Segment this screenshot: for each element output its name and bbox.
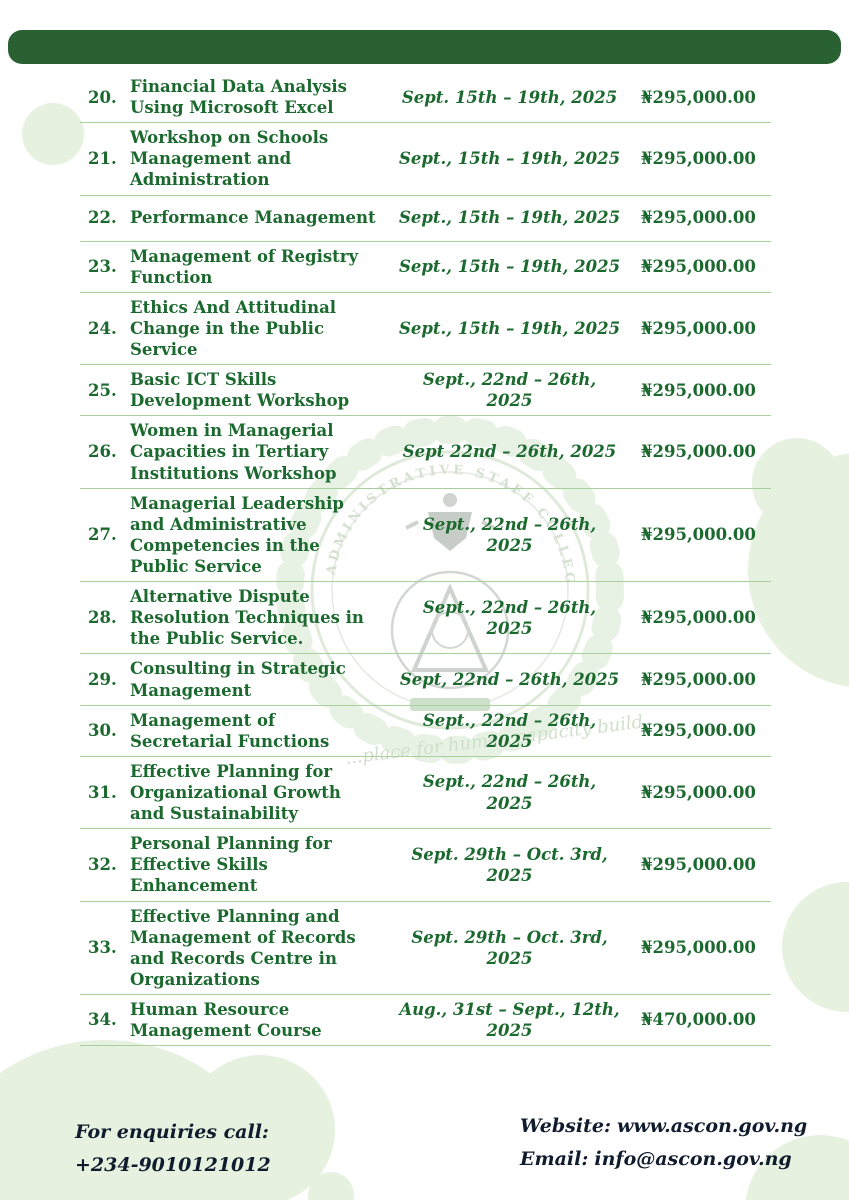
table-row: 31. Effective Planning for Organizationa…: [80, 757, 771, 830]
website-label: Website:: [520, 1115, 611, 1137]
course-fee: ₦295,000.00: [641, 149, 756, 169]
course-number: 25.: [88, 380, 117, 400]
table-row: 28. Alternative Dispute Resolution Techn…: [80, 582, 771, 655]
table-row: 22. Performance Management Sept., 15th –…: [80, 196, 771, 242]
phone-number: +234-9010121012: [75, 1154, 271, 1177]
course-title: Alternative Dispute Resolution Technique…: [130, 587, 364, 649]
course-fee: ₦295,000.00: [641, 938, 756, 958]
course-number: 31.: [88, 782, 117, 802]
table-row: 26. Women in Managerial Capacities in Te…: [80, 416, 771, 489]
email-line: Email: info@ascon.gov.ng: [520, 1143, 807, 1176]
course-number: 20.: [88, 87, 117, 107]
table-row: 32. Personal Planning for Effective Skil…: [80, 829, 771, 902]
course-number: 24.: [88, 318, 117, 338]
contact-block: Website: www.ascon.gov.ng Email: info@asco…: [520, 1110, 807, 1177]
email-link[interactable]: info@ascon.gov.ng: [594, 1148, 792, 1171]
course-dates: Aug., 31st – Sept., 12th, 2025: [399, 999, 620, 1041]
course-dates: Sept. 15th – 19th, 2025: [401, 87, 618, 107]
top-banner: [8, 30, 841, 64]
course-title: Women in Managerial Capacities in Tertia…: [130, 421, 337, 483]
course-number: 33.: [88, 938, 117, 958]
course-fee: ₦295,000.00: [641, 525, 756, 545]
course-number: 27.: [88, 525, 117, 545]
coat-of-arms-icon: [405, 493, 495, 551]
course-dates: Sept., 15th – 19th, 2025: [398, 149, 621, 169]
course-number: 23.: [88, 257, 117, 277]
course-dates: Sept., 22nd – 26th, 2025: [422, 772, 597, 813]
inner-emblem-icon: [390, 570, 510, 711]
course-dates: Sept. 29th – Oct. 3rd, 2025: [411, 927, 608, 968]
course-dates: Sept., 15th – 19th, 2025: [398, 257, 621, 277]
table-row: 20. Financial Data Analysis Using Micros…: [80, 72, 771, 124]
course-title: Consulting in Strategic Management: [130, 659, 346, 700]
course-dates: Sept., 22nd – 26th, 2025: [422, 514, 597, 555]
course-fee: ₦295,000.00: [641, 608, 756, 628]
course-fee: ₦295,000.00: [641, 318, 756, 338]
enquiries-block: For enquiries call: +234-9010121012: [75, 1116, 271, 1183]
course-fee: ₦470,000.00: [641, 1010, 756, 1030]
course-dates: Sept. 29th – Oct. 3rd, 2025: [411, 844, 608, 885]
course-number: 30.: [88, 721, 117, 741]
course-fee: ₦295,000.00: [641, 855, 756, 875]
decor-blob: [22, 103, 84, 165]
course-dates: Sept, 22nd – 26th, 2025: [399, 669, 620, 689]
course-fee: ₦295,000.00: [641, 442, 756, 462]
course-number: 34.: [88, 1010, 117, 1030]
table-row: 34. Human Resource Management Course Aug…: [80, 995, 771, 1047]
course-title: Workshop on Schools Management and Admin…: [130, 128, 329, 190]
course-dates: Sept 22nd – 26th, 2025: [402, 442, 617, 462]
decor-blob: [185, 1055, 335, 1200]
website-line: Website: www.ascon.gov.ng: [520, 1110, 807, 1143]
course-number: 29.: [88, 669, 117, 689]
course-dates: Sept., 22nd – 26th, 2025: [422, 597, 597, 638]
ascon-seal-watermark: ADMINISTRATIVE STAFF COLLEGE OF NIGERIA …: [258, 398, 642, 769]
table-row: 25. Basic ICT Skills Development Worksho…: [80, 365, 771, 417]
course-fee: ₦295,000.00: [641, 87, 756, 107]
decor-blob: [752, 438, 842, 528]
course-title: Basic ICT Skills Development Workshop: [130, 370, 350, 411]
course-number: 21.: [88, 149, 117, 169]
table-row: 23. Management of Registry Function Sept…: [80, 242, 771, 293]
course-number: 32.: [88, 855, 117, 875]
course-table: 20. Financial Data Analysis Using Micros…: [80, 72, 771, 1047]
table-row: 30. Management of Secretarial Functions …: [80, 706, 771, 757]
course-title: Effective Planning and Management of Rec…: [130, 906, 356, 989]
enquiries-label: For enquiries call:: [75, 1121, 269, 1143]
course-title: Effective Planning for Organizational Gr…: [130, 761, 341, 824]
website-link[interactable]: www.ascon.gov.ng: [616, 1115, 808, 1137]
table-row: 27. Managerial Leadership and Administra…: [80, 489, 771, 583]
decor-blob: [782, 882, 849, 1012]
course-number: 22.: [88, 208, 117, 228]
course-fee: ₦295,000.00: [641, 669, 756, 689]
course-title: Human Resource Management Course: [130, 999, 322, 1041]
course-dates: Sept., 15th – 19th, 2025: [398, 208, 621, 228]
course-number: 26.: [88, 442, 117, 462]
email-label: Email:: [520, 1148, 589, 1171]
table-row: 29. Consulting in Strategic Management S…: [80, 654, 771, 706]
course-dates: Sept., 22nd – 26th, 2025: [422, 370, 597, 411]
course-title: Performance Management: [130, 208, 376, 228]
course-title: Management of Secretarial Functions: [130, 710, 330, 751]
course-fee: ₦295,000.00: [641, 208, 756, 228]
table-row: 21. Workshop on Schools Management and A…: [80, 123, 771, 196]
course-dates: Sept., 22nd – 26th, 2025: [422, 710, 597, 751]
table-row: 24. Ethics And Attitudinal Change in the…: [80, 293, 771, 366]
course-title: Ethics And Attitudinal Change in the Pub…: [130, 297, 337, 359]
course-fee: ₦295,000.00: [641, 257, 756, 277]
course-title: Personal Planning for Effective Skills E…: [130, 834, 332, 896]
course-fee: ₦295,000.00: [641, 721, 756, 741]
course-title: Management of Registry Function: [130, 246, 359, 287]
course-number: 28.: [88, 608, 117, 628]
table-row: 33. Effective Planning and Management of…: [80, 902, 771, 995]
course-fee: ₦295,000.00: [641, 782, 756, 802]
course-title: Managerial Leadership and Administrative…: [130, 493, 344, 576]
course-title: Financial Data Analysis Using Microsoft …: [130, 77, 347, 118]
course-dates: Sept., 15th – 19th, 2025: [398, 318, 621, 338]
course-fee: ₦295,000.00: [641, 380, 756, 400]
